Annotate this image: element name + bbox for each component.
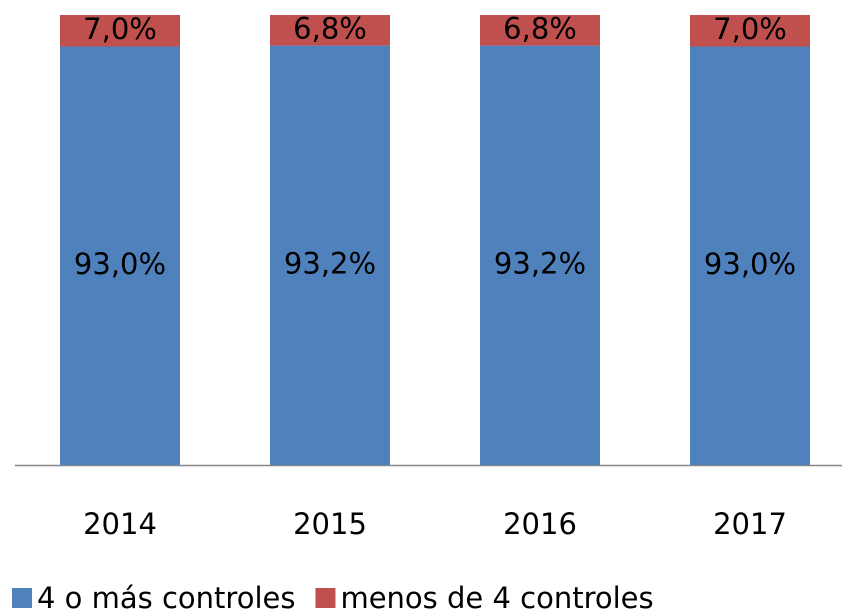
bar-segment: [690, 15, 810, 47]
x-tick-label: 2014: [83, 507, 157, 541]
bar-segment: [60, 46, 180, 465]
bar-segment: [270, 15, 390, 46]
bar-segment: [480, 15, 600, 46]
x-tick-label: 2015: [293, 507, 367, 541]
value-label: 6,8%: [293, 11, 367, 45]
legend-label: 4 o más controles: [37, 581, 295, 615]
x-tick-label: 2016: [503, 507, 577, 541]
bar-segment: [60, 15, 180, 47]
x-tick-label: 2017: [713, 507, 787, 541]
value-label: 6,8%: [503, 11, 577, 45]
legend-swatch: [12, 588, 32, 608]
value-label: 93,2%: [494, 246, 586, 280]
value-label: 93,0%: [74, 247, 166, 281]
bar-segment: [690, 46, 810, 465]
bar-segment: [480, 45, 600, 465]
legend-swatch: [315, 588, 336, 608]
bar-segment: [270, 45, 390, 465]
value-label: 93,0%: [704, 247, 796, 281]
value-label: 93,2%: [284, 246, 376, 280]
value-label: 7,0%: [713, 12, 787, 46]
legend-label: menos de 4 controles: [340, 581, 653, 615]
value-label: 7,0%: [83, 12, 157, 46]
